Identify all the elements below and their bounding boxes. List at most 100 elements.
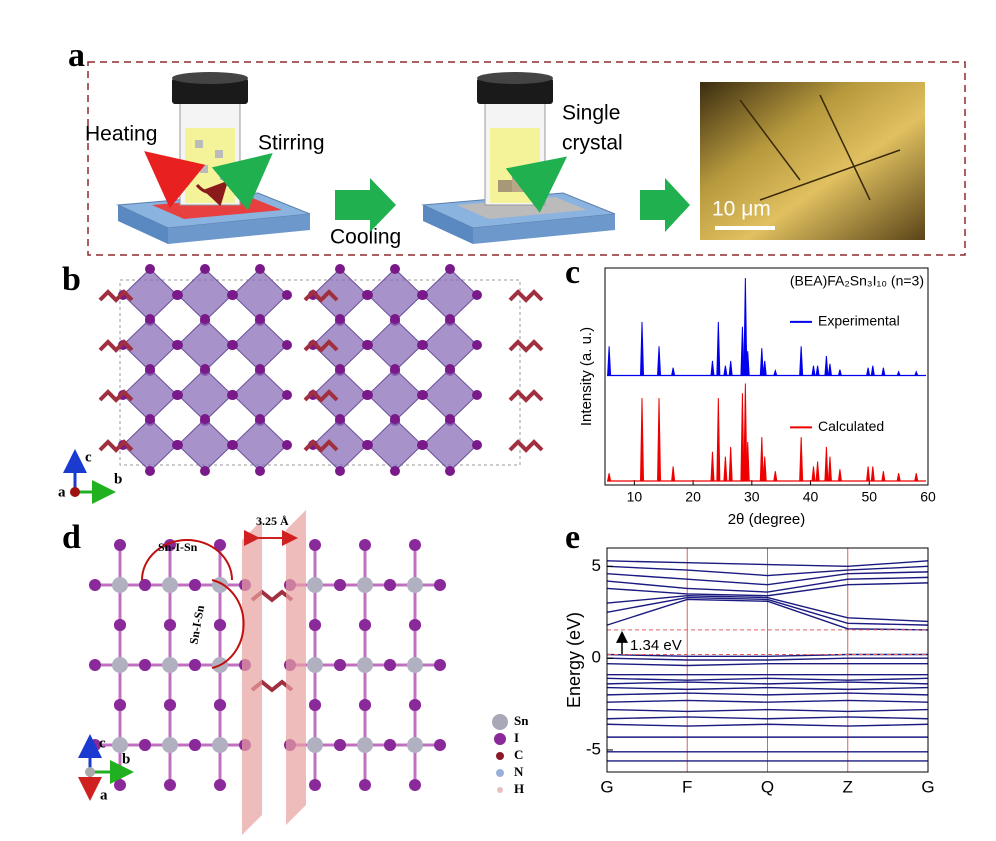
- atom: [335, 314, 345, 324]
- organic-chain: [98, 439, 134, 453]
- x-tick-label: G: [600, 777, 613, 796]
- atom-sn: [307, 577, 323, 593]
- atom: [228, 390, 238, 400]
- legend-atom: [497, 787, 503, 793]
- legend-atom: [496, 769, 504, 777]
- peak: [728, 360, 733, 376]
- atom-i: [114, 539, 126, 551]
- x-tick-label: Q: [761, 777, 774, 796]
- atom: [173, 440, 183, 450]
- legend-label: C: [514, 747, 523, 762]
- peak: [811, 466, 816, 482]
- atom-i: [89, 659, 101, 671]
- peak: [716, 321, 721, 376]
- atom-i: [114, 619, 126, 631]
- band: [606, 595, 929, 623]
- atom: [472, 440, 482, 450]
- peak: [811, 365, 816, 376]
- peak: [657, 398, 662, 482]
- octahedron: [367, 418, 423, 472]
- organic-chain: [303, 289, 339, 303]
- atom-sn: [112, 657, 128, 673]
- atom: [390, 364, 400, 374]
- band: [606, 681, 929, 685]
- label-crystal: crystal: [562, 132, 623, 155]
- atom-sn: [357, 577, 373, 593]
- atom: [145, 466, 155, 476]
- atom: [363, 340, 373, 350]
- peak: [745, 441, 750, 482]
- legend-label: Experimental: [818, 313, 900, 329]
- atom: [418, 390, 428, 400]
- x-tick-label: 60: [920, 489, 936, 505]
- organic-chain: [508, 289, 544, 303]
- atom-i: [359, 699, 371, 711]
- octahedron: [422, 418, 478, 472]
- atom-i: [409, 699, 421, 711]
- organic-chain: [303, 439, 339, 453]
- y-axis-label: Energy (eV): [564, 612, 584, 708]
- atom: [445, 314, 455, 324]
- legend-label: I: [514, 730, 519, 745]
- y-axis-label: Intensity (a. u.): [578, 327, 595, 426]
- atom-i: [189, 659, 201, 671]
- peak: [881, 471, 886, 482]
- atom-sn: [407, 577, 423, 593]
- band: [606, 582, 929, 597]
- peak: [870, 466, 875, 482]
- atom: [173, 390, 183, 400]
- y-tick-label: -5: [586, 739, 601, 758]
- atom: [200, 466, 210, 476]
- peak: [866, 466, 871, 482]
- atom: [418, 340, 428, 350]
- peak: [607, 346, 612, 376]
- atom: [228, 440, 238, 450]
- x-tick-label: 30: [744, 489, 760, 505]
- atom-i: [384, 579, 396, 591]
- octahedron: [367, 268, 423, 322]
- peak: [639, 321, 644, 376]
- peak: [837, 469, 842, 482]
- atom: [418, 290, 428, 300]
- band: [606, 571, 929, 586]
- peak: [745, 351, 750, 376]
- octahedron: [177, 268, 233, 322]
- atom: [145, 314, 155, 324]
- atom-i: [214, 619, 226, 631]
- peak: [896, 370, 901, 376]
- legend-atom: [492, 714, 508, 730]
- atom-i: [114, 699, 126, 711]
- peak: [762, 360, 767, 376]
- x-tick-label: F: [682, 777, 692, 796]
- atom-sn: [112, 577, 128, 593]
- octahedron: [422, 368, 478, 422]
- atom-i: [359, 619, 371, 631]
- atom: [282, 340, 292, 350]
- atom: [363, 290, 373, 300]
- band: [606, 708, 929, 713]
- atom: [335, 414, 345, 424]
- organic-chain: [98, 389, 134, 403]
- atom-sn: [307, 737, 323, 753]
- atom-i: [139, 579, 151, 591]
- atom: [173, 290, 183, 300]
- crystal-structure-b: [98, 264, 544, 476]
- band: [606, 677, 929, 681]
- legend-label: Sn: [514, 713, 529, 728]
- atom-i: [309, 539, 321, 551]
- atom: [363, 440, 373, 450]
- peak: [815, 461, 820, 482]
- spacing-label: 3.25 Å: [256, 514, 289, 528]
- label-stirring: Stirring: [258, 132, 325, 155]
- axis-label: b: [114, 471, 122, 487]
- panel-label: a: [68, 37, 85, 74]
- x-tick-label: 50: [861, 489, 877, 505]
- band: [606, 576, 929, 593]
- atom-i: [409, 619, 421, 631]
- atom: [472, 290, 482, 300]
- band: [606, 596, 929, 626]
- atom: [145, 364, 155, 374]
- atom-sn: [162, 577, 178, 593]
- organic-chain: [508, 339, 544, 353]
